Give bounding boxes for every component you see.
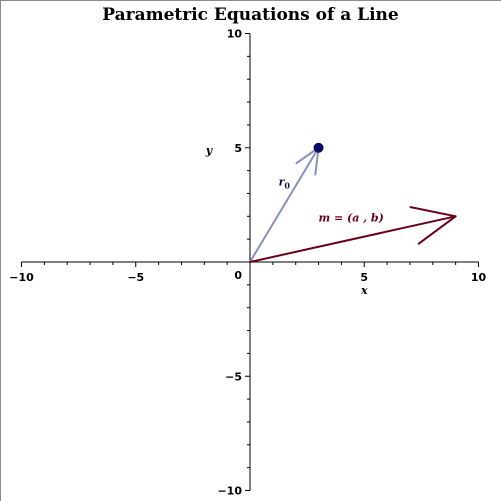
- vector-m-shaft: [249, 215, 457, 263]
- vector-m-head: [409, 206, 457, 245]
- y-tick-label: 5: [234, 142, 242, 155]
- y-tick-label: 10: [227, 28, 243, 41]
- vector-m-label: m = (a , b): [319, 211, 384, 224]
- y-axis-label: y: [205, 144, 214, 157]
- chart-title: Parametric Equations of a Line: [102, 5, 399, 25]
- vector-r0-shaft: [249, 146, 320, 263]
- y-tick-label: −5: [225, 370, 242, 383]
- x-axis-label: x: [360, 284, 368, 297]
- x-tick-label: 5: [360, 271, 368, 284]
- point-marker: [313, 142, 324, 153]
- x-tick-label: −10: [9, 271, 34, 284]
- vector-r0-label: r0: [279, 175, 291, 190]
- x-tick-label: −5: [127, 271, 144, 284]
- y-tick-label: −10: [217, 485, 242, 498]
- origin-label: 0: [234, 269, 242, 282]
- x-tick-label: 10: [471, 271, 487, 284]
